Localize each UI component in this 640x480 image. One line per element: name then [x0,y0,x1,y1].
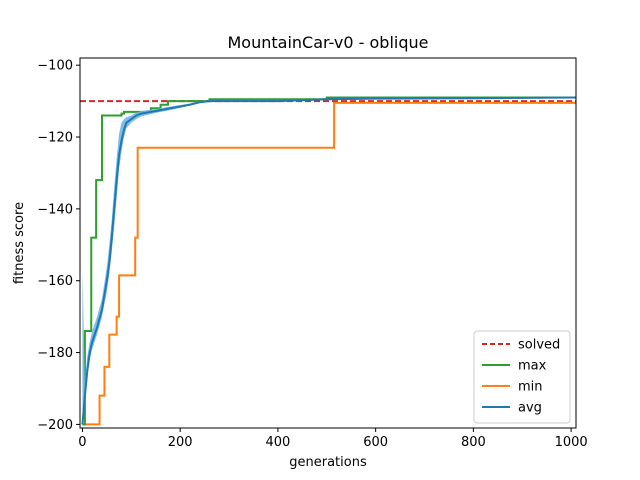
series-line-max [82,96,576,426]
series-line-avg [81,96,576,425]
y-tick-label: −100 [37,59,73,74]
y-tick-label: −200 [37,418,73,433]
x-tick-label: 1000 [555,435,588,450]
x-tick-label: 800 [461,435,486,450]
legend-label-min: min [518,380,543,395]
y-tick-label: −140 [37,202,73,217]
y-axis-title: fitness score [12,202,27,284]
legend-box [473,330,571,424]
y-tick-label: −160 [37,274,73,289]
x-tick-label: 400 [265,435,290,450]
legend-label-solved: solved [518,338,560,353]
x-axis: 0 200 400 600 800 1000 [78,428,588,450]
chart-title: MountainCar-v0 - oblique [228,33,429,52]
legend-label-avg: avg [518,401,542,416]
x-tick-label: 0 [78,435,86,450]
series-line-min [82,101,576,426]
plot-frame [79,57,577,429]
y-tick-label: −120 [37,131,73,146]
legend: solved max min avg [473,330,571,424]
x-tick-label: 200 [168,435,193,450]
plot-area [80,96,576,428]
y-tick-label: −180 [37,346,73,361]
x-tick-label: 600 [363,435,388,450]
x-axis-title: generations [289,455,367,470]
legend-label-max: max [518,359,547,374]
y-axis: −200 −180 −160 −140 −120 −100 [37,59,80,433]
